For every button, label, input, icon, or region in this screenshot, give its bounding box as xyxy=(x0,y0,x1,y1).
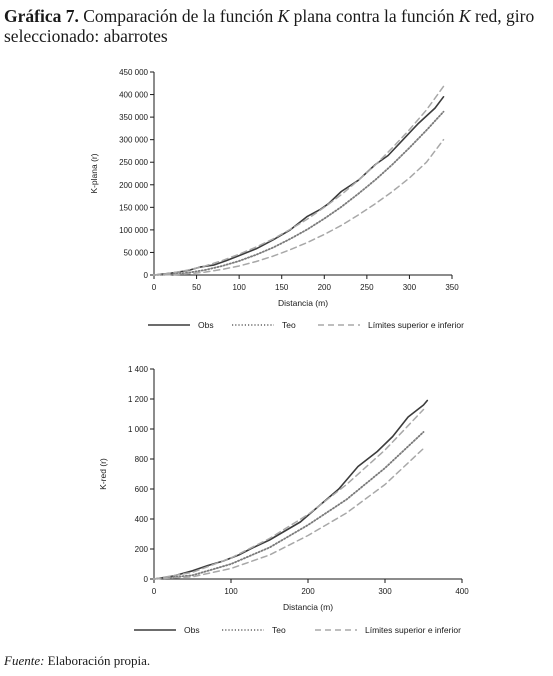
y-tick-label: 50 000 xyxy=(124,248,149,257)
x-tick-label: 100 xyxy=(224,587,238,596)
legend-label-obs: Obs xyxy=(184,625,200,635)
y-axis-title: K-plana (r) xyxy=(89,153,99,193)
y-tick-label: 450 000 xyxy=(119,68,148,77)
x-tick-label: 350 xyxy=(445,283,459,292)
heading-text-a: Comparación de la función xyxy=(78,6,278,26)
chart-2: 0 200 400 600 800 1 000 1 200 1 400 0 100 200 300 40… xyxy=(98,365,469,635)
heading-k-symbol-2: K xyxy=(458,6,471,26)
y-tick-label: 0 xyxy=(144,271,149,280)
x-tick-label: 300 xyxy=(378,587,392,596)
y-tick-label: 1 200 xyxy=(128,395,149,404)
y-tick-label: 0 xyxy=(144,575,149,584)
x-tick-label: 0 xyxy=(152,587,157,596)
x-tick-label: 100 xyxy=(232,283,246,292)
x-tick-label: 0 xyxy=(152,283,157,292)
heading-text-b: plana contra la función xyxy=(289,6,459,26)
legend-label-obs: Obs xyxy=(198,320,214,330)
legend-label-teo: Teo xyxy=(282,320,296,330)
series-line-inferior xyxy=(153,138,445,276)
legend-label-teo: Teo xyxy=(272,625,286,635)
source-note: Fuente: Elaboración propia. xyxy=(4,653,150,669)
source-label: Fuente: xyxy=(4,653,45,668)
y-tick-label: 600 xyxy=(135,485,149,494)
x-tick-label: 200 xyxy=(318,283,332,292)
series-line-obs xyxy=(153,96,445,276)
series-line-superior xyxy=(153,408,425,580)
y-tick-label: 300 000 xyxy=(119,136,148,145)
y-tick-label: 1 400 xyxy=(128,365,149,374)
x-tick-label: 50 xyxy=(192,283,201,292)
y-tick-label: 800 xyxy=(135,455,149,464)
legend-label-limits: Límites superior e inferior xyxy=(365,625,461,635)
x-axis-title: Distancia (m) xyxy=(283,602,333,612)
chart-1: 0 50 000 100 000 150 000 200 000 250 000 300 0… xyxy=(89,68,464,330)
series-line-obs xyxy=(153,399,429,580)
x-tick-label: 300 xyxy=(403,283,417,292)
x-tick-label: 150 xyxy=(275,283,289,292)
x-tick-label: 250 xyxy=(360,283,374,292)
heading-k-symbol-1: K xyxy=(277,6,290,26)
y-axis-title: K-red (r) xyxy=(98,458,108,490)
x-axis-title: Distancia (m) xyxy=(278,298,328,308)
y-tick-label: 100 000 xyxy=(119,226,148,235)
y-tick-label: 200 xyxy=(135,545,149,554)
chart-1-legend: Obs Teo Límites superior e inferior xyxy=(148,320,464,330)
y-tick-label: 1 000 xyxy=(128,425,149,434)
series-line-superior xyxy=(153,85,445,276)
x-tick-label: 400 xyxy=(455,587,469,596)
y-tick-label: 150 000 xyxy=(119,203,148,212)
figure-label: Gráfica 7. xyxy=(4,6,79,26)
series-line-teo xyxy=(153,431,425,580)
y-tick-label: 250 000 xyxy=(119,158,148,167)
legend-label-limits: Límites superior e inferior xyxy=(368,320,464,330)
heading-text-c: red, giro seleccionado: abarrotes xyxy=(4,6,535,46)
chart-2-legend: Obs Teo Límites superior e inferior xyxy=(134,625,461,635)
figure-heading: Gráfica 7. Comparación de la función K p… xyxy=(4,6,550,46)
source-text: Elaboración propia. xyxy=(44,653,151,668)
y-tick-label: 200 000 xyxy=(119,181,148,190)
y-tick-label: 400 000 xyxy=(119,91,148,100)
x-tick-label: 200 xyxy=(301,587,315,596)
y-tick-label: 350 000 xyxy=(119,113,148,122)
series-line-inferior xyxy=(153,447,425,580)
y-tick-label: 400 xyxy=(135,515,149,524)
series-line-teo xyxy=(153,110,445,276)
